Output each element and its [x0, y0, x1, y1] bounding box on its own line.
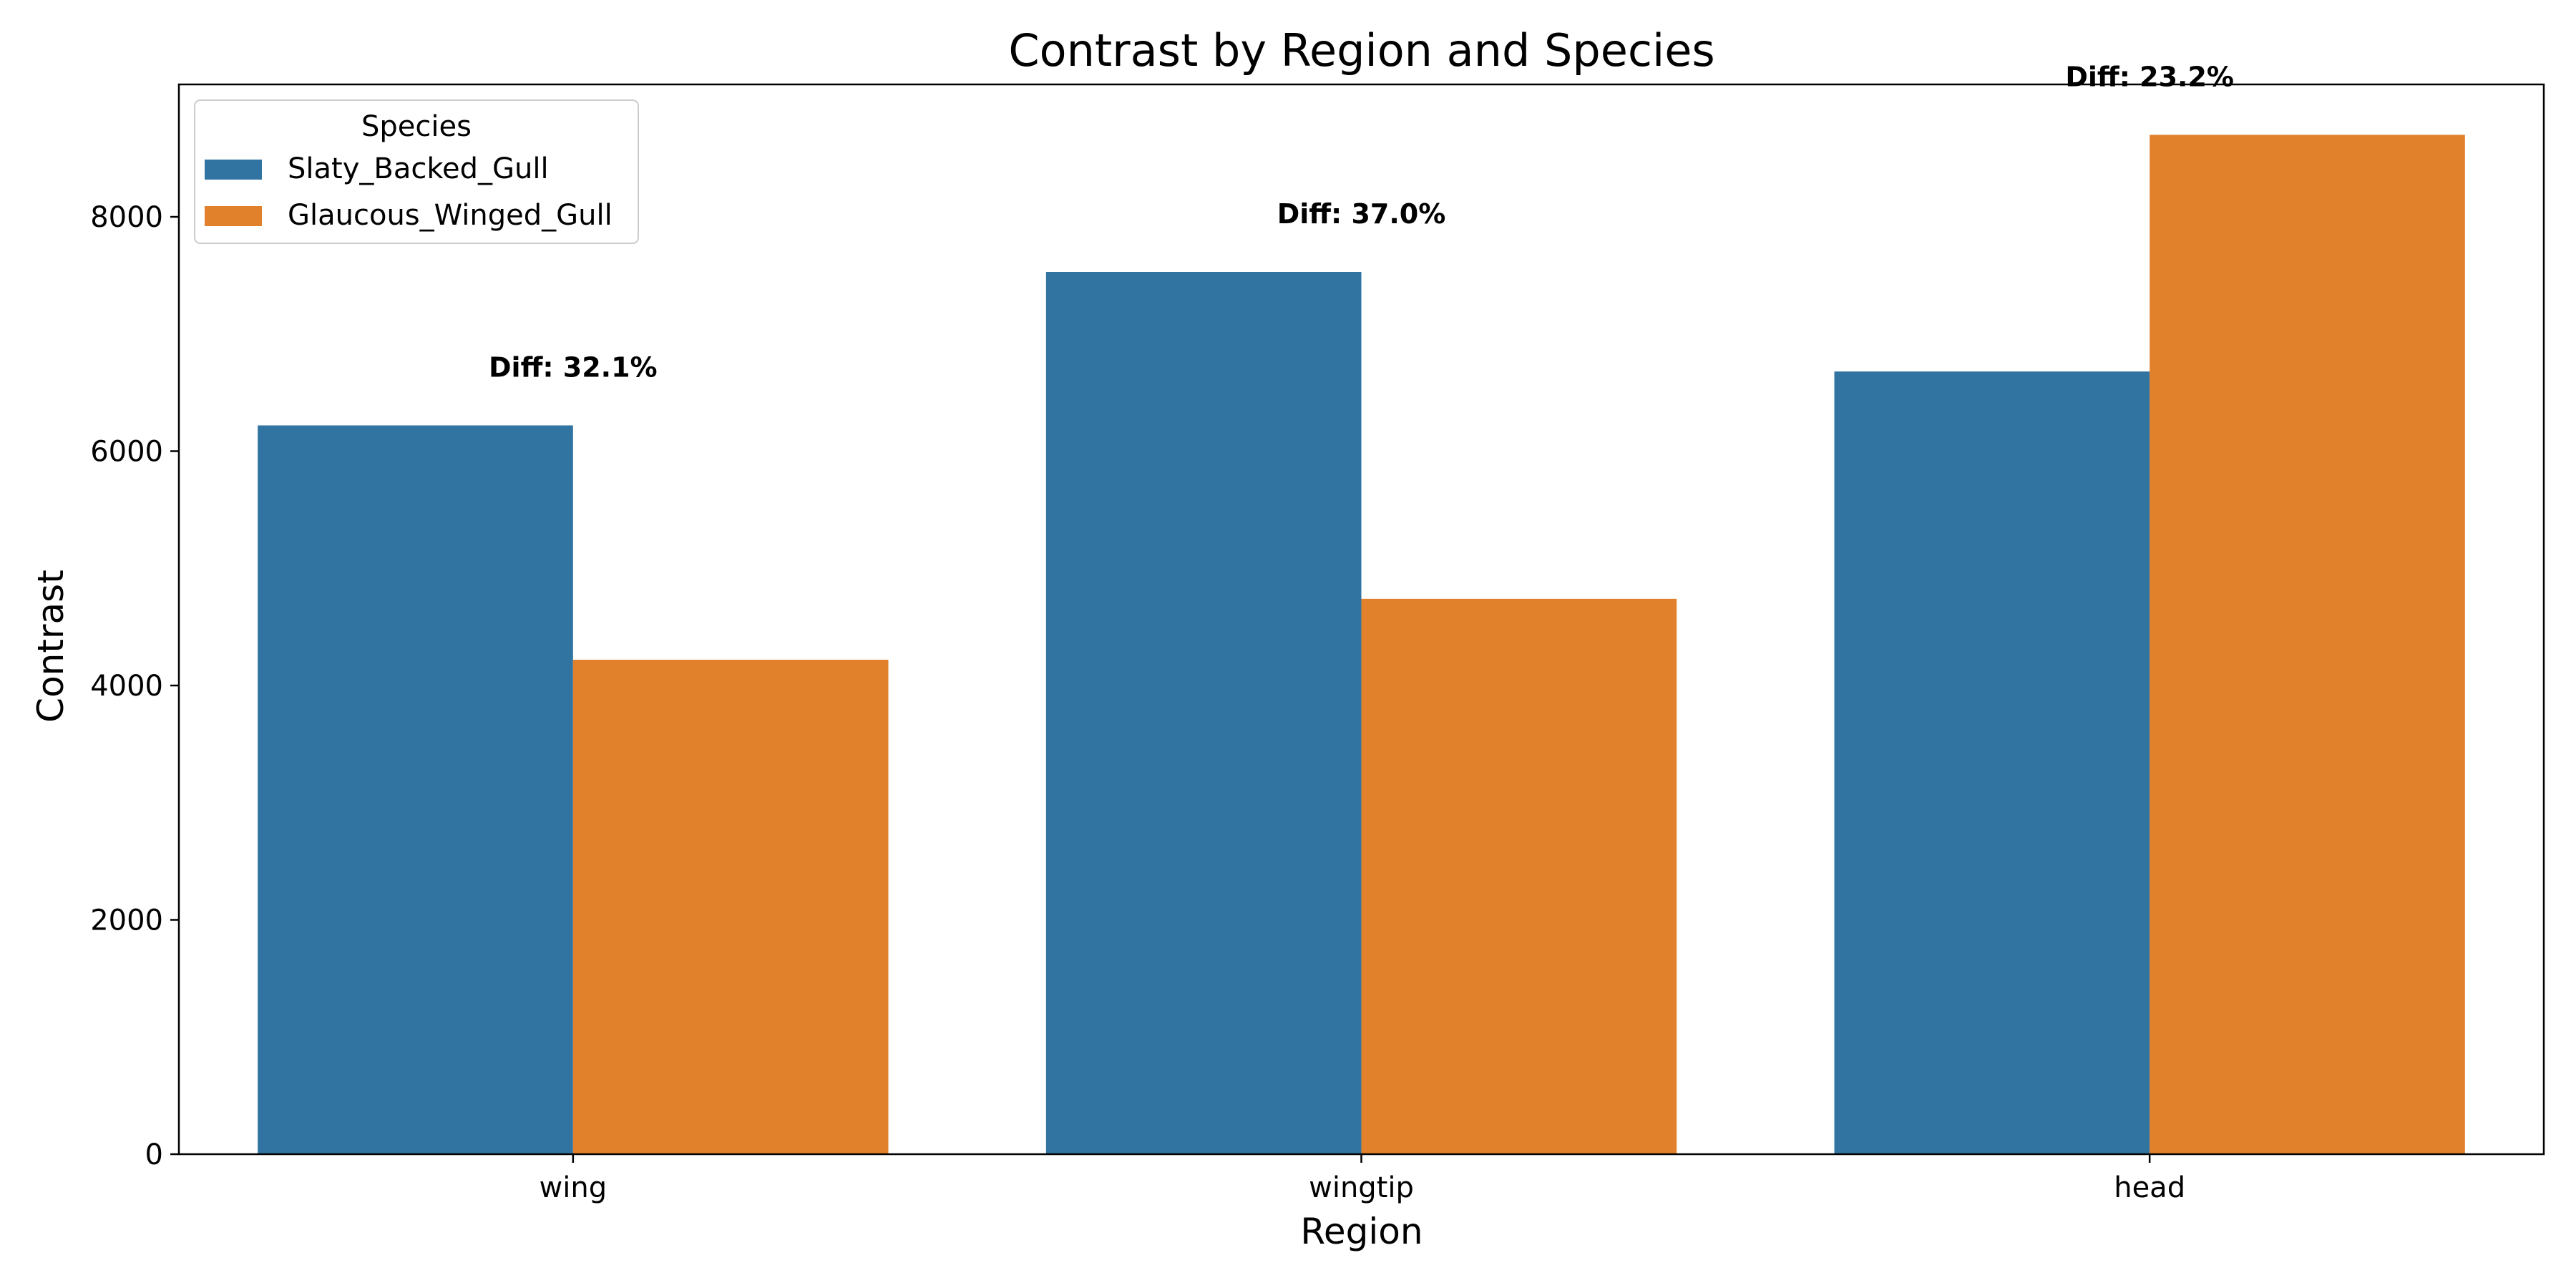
bar-wingtip-glaucous-winged-gull	[1361, 598, 1677, 1154]
bar-wingtip-slaty-backed-gull	[1045, 271, 1362, 1155]
y-tick-label: 0	[145, 1138, 163, 1171]
y-axis-label: Contrast	[30, 570, 72, 723]
legend: Species Slaty_Backed_Gull Glaucous_Winged_…	[194, 99, 639, 244]
bars-layer	[258, 135, 2465, 1155]
x-tick-label: head	[2114, 1171, 2185, 1204]
bar-head-slaty-backed-gull	[1834, 371, 2150, 1154]
bar-wing-slaty-backed-gull	[258, 425, 573, 1154]
y-tick-label: 4000	[90, 670, 163, 703]
x-axis-label: Region	[1300, 1211, 1423, 1252]
axes-layer: 0 2000 4000 6000 8000 wing wingtip head	[90, 83, 2545, 1204]
y-tick-label: 8000	[90, 201, 163, 234]
bar-head-glaucous-winged-gull	[2150, 135, 2465, 1154]
diff-annotation: Diff: 23.2%	[2065, 61, 2234, 92]
x-tick-label: wing	[540, 1171, 608, 1204]
diff-annotation: Diff: 37.0%	[1277, 198, 1446, 230]
diff-annotation: Diff: 32.1%	[489, 352, 658, 384]
legend-label: Glaucous_Winged_Gull	[288, 199, 613, 232]
legend-title: Species	[361, 110, 472, 143]
annotations-layer: Diff: 32.1% Diff: 37.0% Diff: 23.2%	[489, 61, 2234, 383]
y-tick-label: 2000	[90, 904, 163, 937]
legend-label: Slaty_Backed_Gull	[288, 152, 549, 185]
legend-swatch	[205, 206, 262, 226]
y-tick-label: 6000	[90, 436, 163, 469]
chart-title: Contrast by Region and Species	[1008, 24, 1714, 77]
x-tick-label: wingtip	[1309, 1171, 1414, 1204]
legend-box	[194, 99, 639, 244]
legend-swatch	[205, 160, 262, 180]
bar-wing-glaucous-winged-gull	[572, 659, 889, 1154]
